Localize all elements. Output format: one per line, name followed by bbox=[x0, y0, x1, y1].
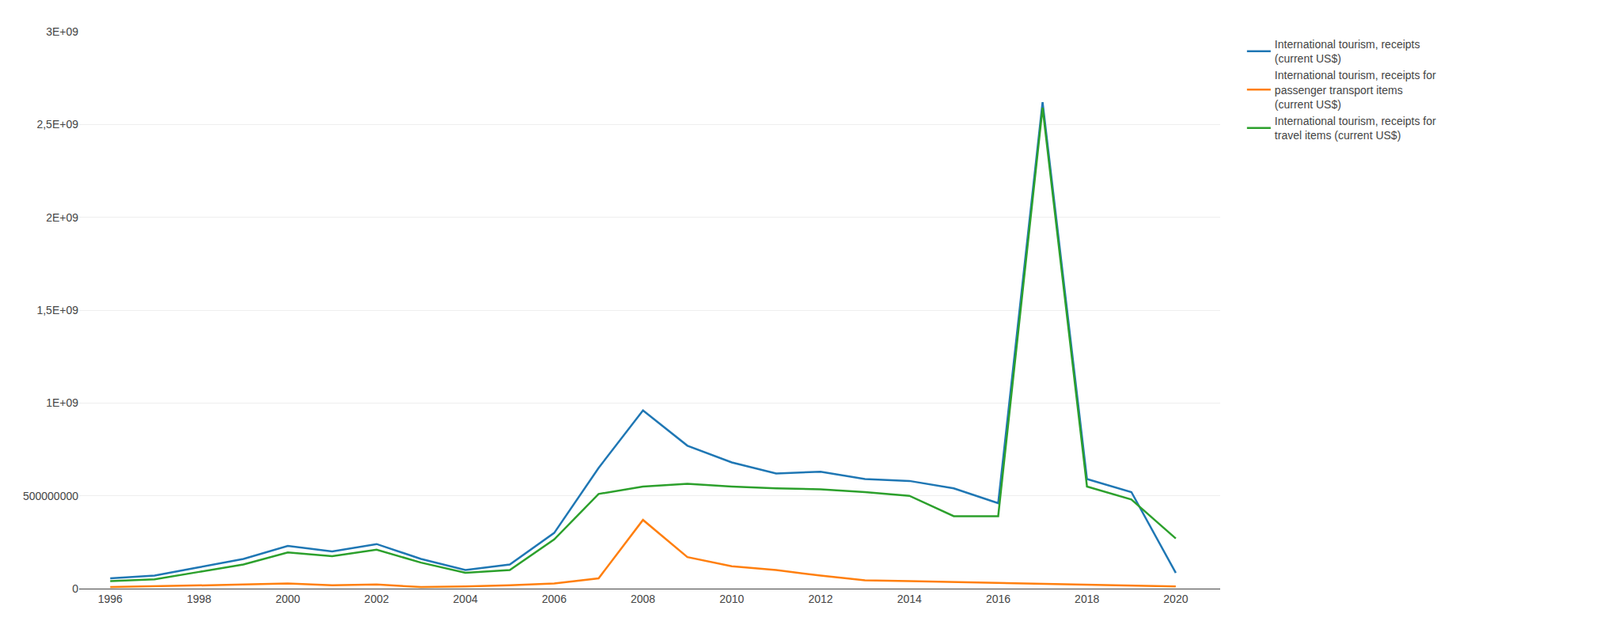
svg-text:1,5E+09: 1,5E+09 bbox=[36, 303, 79, 317]
svg-text:2008: 2008 bbox=[630, 592, 656, 606]
svg-text:2012: 2012 bbox=[807, 592, 833, 606]
svg-text:2010: 2010 bbox=[719, 592, 744, 606]
svg-text:1E+09: 1E+09 bbox=[45, 396, 79, 410]
svg-text:2014: 2014 bbox=[897, 592, 922, 606]
svg-text:2006: 2006 bbox=[542, 592, 567, 606]
svg-text:3E+09: 3E+09 bbox=[45, 25, 79, 38]
svg-text:International tourism, receipt: International tourism, receipts(current … bbox=[1274, 37, 1421, 65]
svg-text:2004: 2004 bbox=[453, 592, 478, 606]
svg-text:2E+09: 2E+09 bbox=[45, 211, 79, 224]
svg-text:500000000: 500000000 bbox=[22, 489, 79, 503]
svg-text:1996: 1996 bbox=[98, 592, 123, 606]
svg-text:1998: 1998 bbox=[186, 592, 212, 606]
svg-text:2018: 2018 bbox=[1074, 592, 1100, 606]
svg-text:2016: 2016 bbox=[985, 592, 1011, 606]
svg-text:International tourism, receipt: International tourism, receipts fortrave… bbox=[1274, 114, 1437, 142]
svg-text:0: 0 bbox=[72, 582, 79, 596]
svg-text:2002: 2002 bbox=[363, 592, 389, 606]
svg-text:2,5E+09: 2,5E+09 bbox=[36, 117, 79, 131]
svg-text:International tourism, receipt: International tourism, receipts forpasse… bbox=[1274, 68, 1437, 110]
svg-text:2000: 2000 bbox=[275, 592, 300, 606]
svg-text:2020: 2020 bbox=[1163, 592, 1188, 606]
